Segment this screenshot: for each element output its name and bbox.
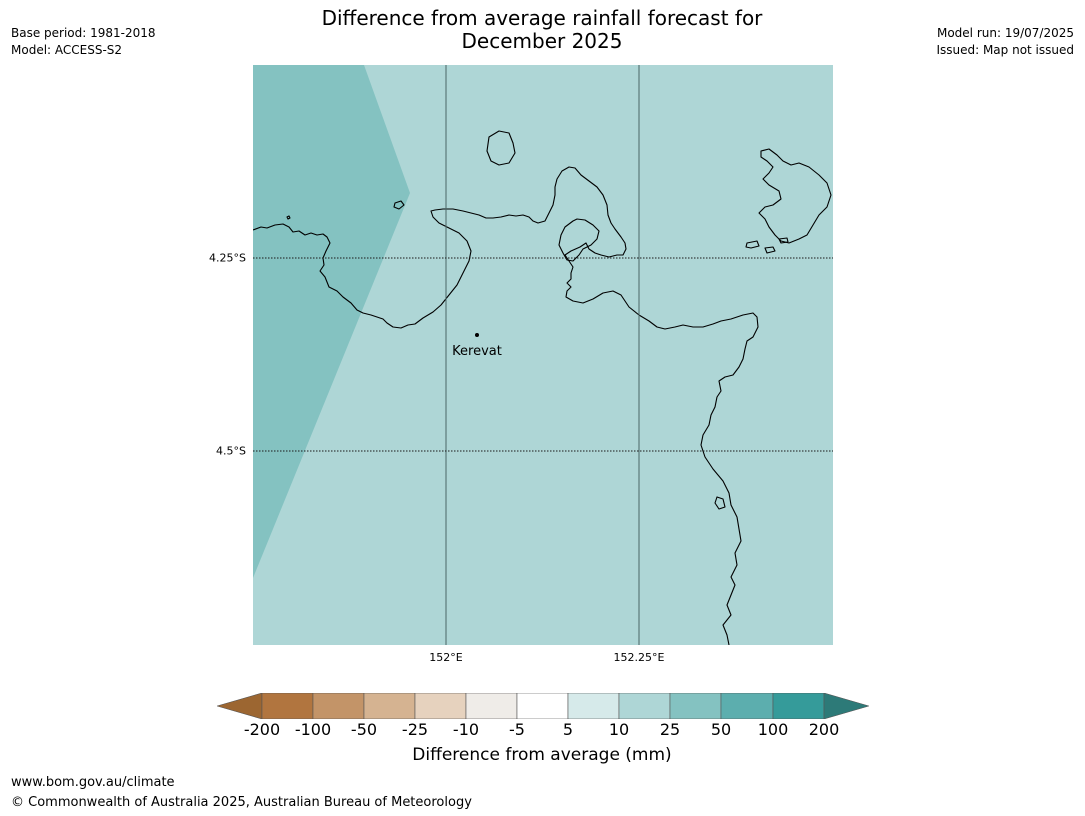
rainfall-zone-25-50 [253, 65, 410, 578]
legend-bin-2 [312, 693, 365, 719]
legend-bin-6 [516, 693, 569, 719]
lat-tick-4-5: 4.5°S [216, 444, 246, 458]
legend-bin-3 [363, 693, 416, 719]
legend-bin-4 [414, 693, 467, 719]
coastline-east-islet [714, 496, 726, 510]
legend-label: 5 [562, 720, 574, 739]
legend-arrow-high [823, 693, 869, 719]
coastline-small-island [486, 130, 516, 166]
legend-bin-7 [567, 693, 620, 719]
coastline-islet-west [393, 200, 405, 210]
coastline-northeast-islet-2 [764, 246, 776, 254]
footer-copyright: © Commonwealth of Australia 2025, Austra… [11, 795, 472, 810]
graticule [253, 65, 833, 645]
issued-label: Issued: Map not issued [936, 43, 1074, 57]
legend-label: -10 [452, 720, 480, 739]
legend-title: Difference from average (mm) [412, 745, 672, 765]
place-label-kerevat: Kerevat [452, 344, 502, 359]
legend-label: -50 [350, 720, 378, 739]
legend-bin-5 [465, 693, 518, 719]
legend-label: -100 [294, 720, 332, 739]
legend-label: -5 [509, 720, 525, 739]
title-line-1: Difference from average rainfall forecas… [321, 6, 763, 30]
rainfall-map: Kerevat [253, 65, 833, 645]
coastline-northeast-islet [745, 240, 760, 249]
legend-label: 10 [608, 720, 630, 739]
footer-website: www.bom.gov.au/climate [11, 775, 175, 790]
place-marker-kerevat [475, 333, 479, 337]
legend-bin-10 [720, 693, 774, 719]
coastline-northeast-islet-3 [778, 237, 789, 244]
legend-bin-9 [669, 693, 722, 719]
coastline-bay-inlet [558, 218, 600, 262]
model-run-label: Model run: 19/07/2025 [936, 26, 1074, 40]
legend-label: 50 [710, 720, 732, 739]
lon-tick-152-25: 152.25°E [613, 651, 665, 664]
legend-bin-8 [618, 693, 671, 719]
forecast-info-right: Model run: 19/07/2025 Issued: Map not is… [936, 25, 1074, 59]
legend-bin-11 [772, 693, 825, 719]
lon-tick-152: 152°E [429, 651, 463, 664]
coastline-mainland [253, 166, 759, 645]
model-label: Model: ACCESS-S2 [11, 43, 123, 57]
legend-arrow-low [217, 693, 263, 719]
legend-bin-1 [261, 693, 314, 719]
legend-label: -25 [401, 720, 429, 739]
coastline-group [253, 130, 832, 645]
title-line-2: December 2025 [461, 29, 623, 53]
legend-colorbar [217, 693, 869, 719]
legend-bins [261, 693, 825, 719]
forecast-info-left: Base period: 1981-2018 Model: ACCESS-S2 [11, 25, 156, 59]
legend-label: 200 [808, 720, 840, 739]
coastline-islet-west-2 [286, 215, 291, 220]
map-title: Difference from average rainfall forecas… [242, 7, 842, 53]
base-period-label: Base period: 1981-2018 [11, 26, 156, 40]
legend-label: 100 [757, 720, 789, 739]
lat-tick-4-25: 4.25°S [209, 251, 246, 265]
legend-label: 25 [659, 720, 681, 739]
legend-label: -200 [243, 720, 281, 739]
